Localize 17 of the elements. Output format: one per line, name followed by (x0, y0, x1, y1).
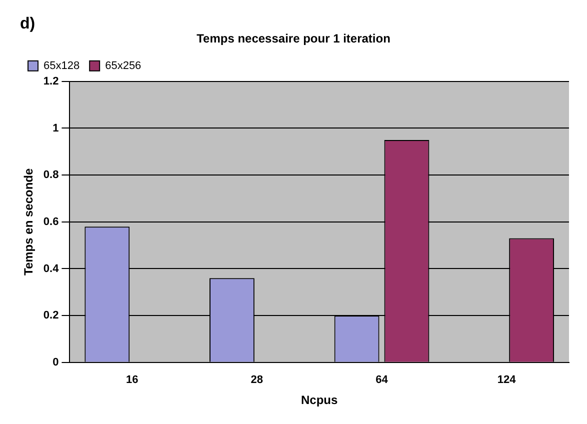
x-tick-label: 16 (126, 374, 138, 386)
x-tick-label: 28 (250, 374, 264, 386)
legend-label: 65x128 (44, 60, 80, 72)
y-tick-label: 0 (52, 356, 59, 368)
text: d) (20, 15, 36, 32)
chart-title: Temps necessaire pour 1 iteration (196, 32, 390, 46)
y-tick-label: 0.2 (43, 310, 59, 322)
y-axis-title: Temps en seconde (22, 168, 36, 276)
x-axis-title: Ncpus (301, 393, 338, 408)
y-tick-label: 1.2 (43, 75, 59, 88)
x-tick-label: 64 (376, 374, 389, 386)
y-tick-label: 0.4 (43, 262, 60, 275)
y-tick-label: 0.8 (43, 169, 59, 182)
legend-label: 65x256 (105, 60, 142, 72)
y-tick-label: 1 (52, 122, 59, 134)
x-tick-label: 124 (497, 374, 517, 386)
y-tick-label: 0.6 (43, 216, 59, 228)
